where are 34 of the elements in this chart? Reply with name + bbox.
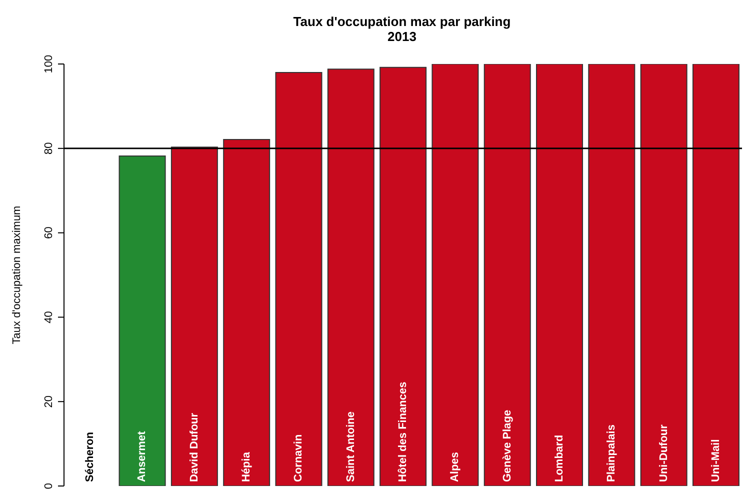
chart-title: Taux d'occupation max par parking (292, 14, 512, 29)
x-tick-label: Uni-Mail (710, 439, 722, 482)
bar (223, 139, 270, 486)
y-tick-label: 80 (43, 142, 55, 155)
y-tick-label: 100 (43, 54, 55, 74)
x-tick-label: Genève Plage (501, 410, 514, 482)
x-tick-label: Cornavin (292, 434, 305, 482)
x-tick-label: Lombard (553, 434, 566, 482)
bar (380, 66, 427, 486)
x-tick-label: Alpes (449, 452, 462, 482)
bar (432, 64, 479, 486)
y-tick-label: 60 (43, 226, 55, 239)
y-tick-label: 20 (43, 395, 55, 408)
chart-subtitle: 2013 (386, 29, 418, 44)
x-tick-label: David Dufour (188, 412, 200, 482)
bar (640, 64, 688, 486)
y-tick-label: 0 (43, 482, 55, 490)
x-tick-label: Sécheron (84, 432, 96, 482)
bar (588, 64, 636, 486)
bar (275, 72, 322, 486)
x-tick-label: Hépia (240, 451, 253, 482)
bar (327, 68, 374, 486)
x-tick-label: Ansermet (136, 430, 148, 482)
bar (170, 146, 218, 486)
y-axis-title: Taux d'occupation maximum (10, 206, 23, 344)
y-tick-label: 40 (43, 311, 55, 324)
bar (692, 64, 740, 486)
bar (118, 155, 166, 486)
x-tick-label: Hôtel des Finances (397, 382, 409, 482)
bar (536, 64, 584, 486)
x-tick-label: Plainpalais (606, 424, 618, 482)
x-tick-label: Uni-Dufour (658, 424, 670, 482)
bar (484, 64, 531, 486)
x-tick-label: Saint Antoine (344, 412, 357, 482)
